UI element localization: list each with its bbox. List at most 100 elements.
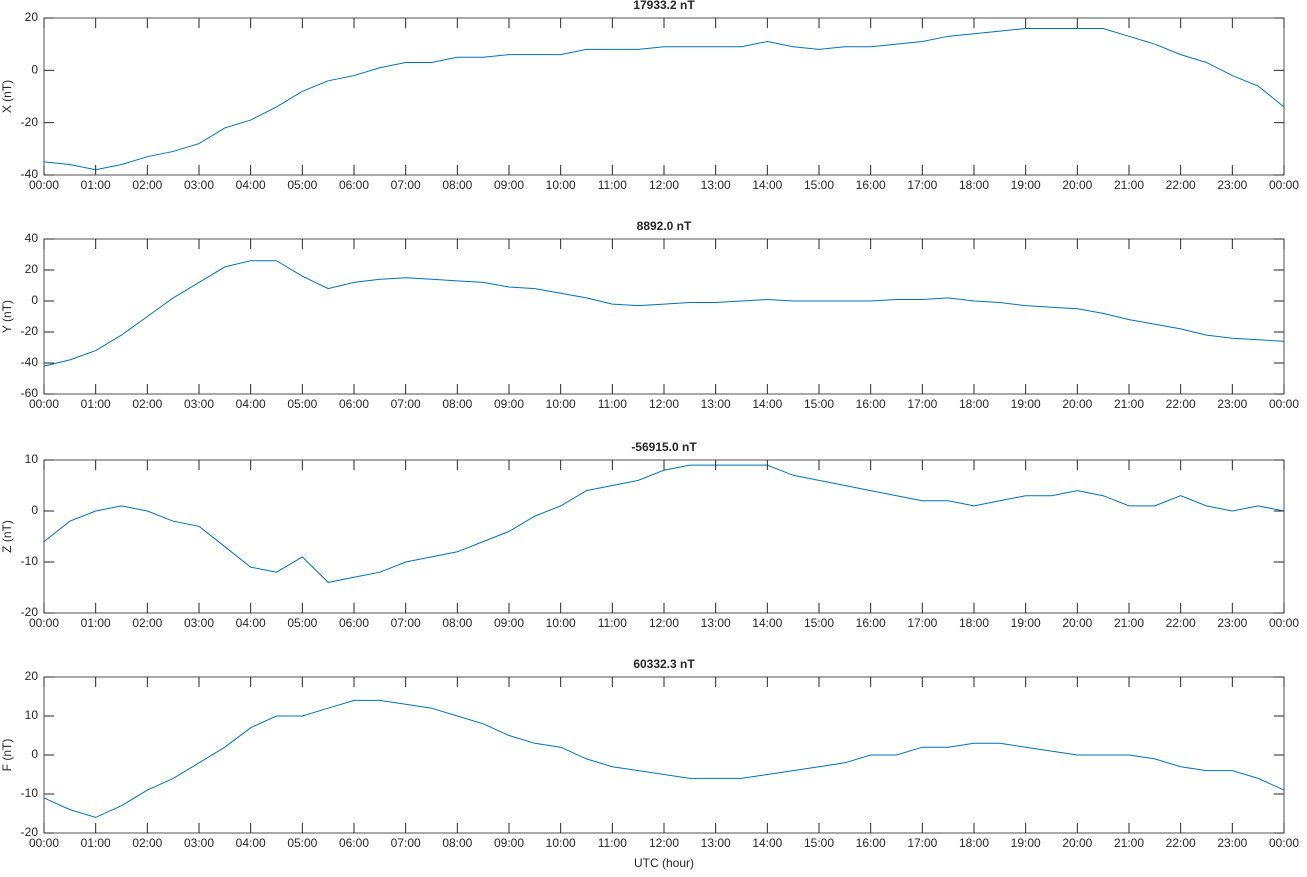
x-tick-label: 21:00 xyxy=(1114,178,1144,192)
data-line xyxy=(43,699,1285,818)
x-tick-label: 12:00 xyxy=(649,836,679,850)
x-tick-label: 09:00 xyxy=(494,836,524,850)
x-tick-label: 14:00 xyxy=(752,836,782,850)
y-axis-label: Z (nT) xyxy=(0,520,14,553)
plot-area xyxy=(44,460,1284,613)
x-tick-label: 22:00 xyxy=(1166,397,1196,411)
x-tick-label: 00:00 xyxy=(29,616,59,630)
data-line xyxy=(43,464,1285,583)
x-tick-label: 19:00 xyxy=(1011,836,1041,850)
x-tick-label: 00:00 xyxy=(1269,178,1299,192)
x-tick-label: 19:00 xyxy=(1011,178,1041,192)
x-tick-label: 08:00 xyxy=(442,178,472,192)
chart-title: 17933.2 nT xyxy=(633,0,695,12)
y-tick-label: -20 xyxy=(21,115,39,129)
y-tick-label: -60 xyxy=(21,386,39,400)
y-tick-label: 10 xyxy=(25,708,39,722)
y-tick-label: -20 xyxy=(21,825,39,839)
x-tick-label: 06:00 xyxy=(339,178,369,192)
x-tick-label: 10:00 xyxy=(546,397,576,411)
y-tick-label: 40 xyxy=(25,231,39,245)
y-tick-label: 0 xyxy=(31,747,38,761)
x-tick-label: 22:00 xyxy=(1166,616,1196,630)
data-line xyxy=(43,260,1285,367)
x-tick-label: 07:00 xyxy=(391,178,421,192)
x-tick-label: 04:00 xyxy=(236,178,266,192)
x-tick-label: 21:00 xyxy=(1114,616,1144,630)
x-tick-label: 12:00 xyxy=(649,397,679,411)
x-tick-label: 23:00 xyxy=(1217,178,1247,192)
x-tick-label: 22:00 xyxy=(1166,178,1196,192)
y-tick-label: -20 xyxy=(21,605,39,619)
x-tick-label: 11:00 xyxy=(598,616,627,630)
chart-title: 60332.3 nT xyxy=(633,657,695,671)
x-tick-label: 07:00 xyxy=(391,616,421,630)
y-tick-label: -20 xyxy=(21,324,39,338)
x-tick-label: 09:00 xyxy=(494,178,524,192)
x-tick-label: 21:00 xyxy=(1114,397,1144,411)
y-tick-label: 0 xyxy=(31,503,38,517)
x-tick-label: 08:00 xyxy=(442,616,472,630)
x-tick-label: 09:00 xyxy=(494,616,524,630)
x-tick-label: 20:00 xyxy=(1062,178,1092,192)
x-tick-label: 17:00 xyxy=(907,397,937,411)
x-tick-label: 05:00 xyxy=(287,616,317,630)
x-tick-label: 01:00 xyxy=(81,616,111,630)
x-tick-label: 16:00 xyxy=(856,836,886,850)
x-tick-label: 20:00 xyxy=(1062,836,1092,850)
plot-area xyxy=(44,239,1284,394)
x-tick-label: 14:00 xyxy=(752,178,782,192)
x-tick-label: 20:00 xyxy=(1062,397,1092,411)
x-tick-label: 02:00 xyxy=(132,397,162,411)
y-tick-label: -10 xyxy=(21,786,39,800)
x-tick-label: 04:00 xyxy=(236,616,266,630)
x-tick-label: 05:00 xyxy=(287,836,317,850)
y-tick-label: 20 xyxy=(25,10,39,24)
x-tick-label: 11:00 xyxy=(598,836,627,850)
y-tick-label: 20 xyxy=(25,669,39,683)
x-tick-label: 18:00 xyxy=(959,616,989,630)
x-tick-label: 05:00 xyxy=(287,397,317,411)
x-tick-label: 19:00 xyxy=(1011,397,1041,411)
y-tick-label: 10 xyxy=(25,452,39,466)
x-tick-label: 00:00 xyxy=(1269,836,1299,850)
x-tick-label: 16:00 xyxy=(856,397,886,411)
y-tick-label: 20 xyxy=(25,262,39,276)
x-tick-label: 03:00 xyxy=(184,397,214,411)
x-tick-label: 10:00 xyxy=(546,836,576,850)
x-tick-label: 00:00 xyxy=(1269,397,1299,411)
x-tick-label: 18:00 xyxy=(959,836,989,850)
x-tick-label: 13:00 xyxy=(701,616,731,630)
x-tick-label: 08:00 xyxy=(442,397,472,411)
x-tick-label: 13:00 xyxy=(701,178,731,192)
x-tick-label: 04:00 xyxy=(236,836,266,850)
x-tick-label: 03:00 xyxy=(184,616,214,630)
y-tick-label: -40 xyxy=(21,167,39,181)
data-line xyxy=(43,27,1285,171)
x-tick-label: 00:00 xyxy=(29,397,59,411)
x-tick-label: 14:00 xyxy=(752,616,782,630)
x-tick-label: 23:00 xyxy=(1217,616,1247,630)
y-axis-label: F (nT) xyxy=(0,739,14,772)
x-tick-label: 19:00 xyxy=(1011,616,1041,630)
x-tick-label: 10:00 xyxy=(546,616,576,630)
x-tick-label: 23:00 xyxy=(1217,397,1247,411)
x-tick-label: 07:00 xyxy=(391,836,421,850)
x-tick-label: 15:00 xyxy=(804,397,834,411)
x-tick-label: 03:00 xyxy=(184,836,214,850)
x-tick-label: 13:00 xyxy=(701,836,731,850)
x-tick-label: 00:00 xyxy=(29,836,59,850)
x-tick-label: 10:00 xyxy=(546,178,576,192)
x-tick-label: 17:00 xyxy=(907,178,937,192)
x-tick-label: 00:00 xyxy=(1269,616,1299,630)
x-tick-label: 17:00 xyxy=(907,616,937,630)
x-tick-label: 12:00 xyxy=(649,616,679,630)
y-axis-label: X (nT) xyxy=(0,80,14,113)
x-tick-label: 22:00 xyxy=(1166,836,1196,850)
x-tick-label: 21:00 xyxy=(1114,836,1144,850)
x-tick-label: 06:00 xyxy=(339,397,369,411)
x-tick-label: 15:00 xyxy=(804,836,834,850)
x-tick-label: 18:00 xyxy=(959,397,989,411)
x-tick-label: 12:00 xyxy=(649,178,679,192)
